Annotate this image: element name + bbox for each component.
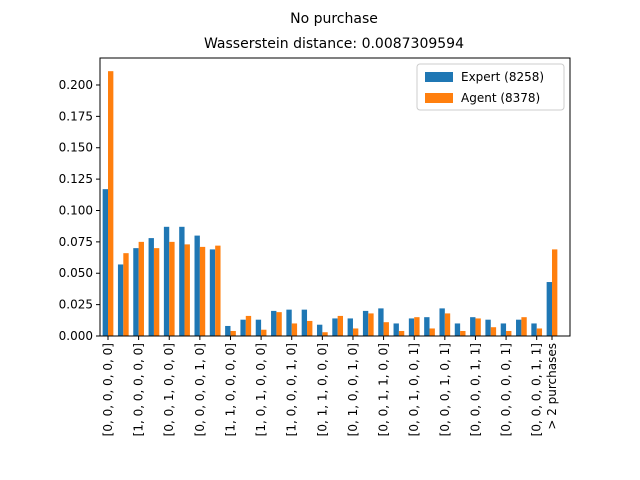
bar: [383, 322, 389, 336]
bar: [347, 318, 353, 336]
bar: [245, 315, 252, 336]
legend-swatch: [425, 72, 453, 82]
bar: [301, 309, 308, 336]
y-tick-label: 0.075: [59, 235, 93, 249]
bar: [398, 330, 405, 336]
y-tick-label: 0.050: [59, 266, 93, 280]
y-tick-label: 0.000: [59, 329, 93, 343]
bar: [209, 249, 216, 336]
bar: [153, 248, 160, 336]
bar: [316, 324, 323, 336]
bar: [475, 318, 481, 336]
bar: [521, 317, 527, 336]
bar: [123, 253, 129, 336]
x-tick-label: [0, 0, 0, 1, 0, 1]: [438, 343, 452, 436]
bar: [536, 328, 543, 336]
y-tick-label: 0.100: [59, 203, 93, 217]
bar: [500, 323, 507, 336]
bar: [199, 246, 206, 336]
bar: [286, 309, 292, 336]
bar: [368, 313, 374, 336]
bar: [184, 244, 190, 336]
y-tick-label: 0.175: [59, 109, 93, 123]
x-tick-label: [0, 0, 0, 0, 1, 0]: [193, 343, 207, 436]
bar: [408, 318, 415, 336]
x-tick-label: [0, 1, 1, 0, 0, 0]: [315, 343, 329, 436]
bar: [454, 323, 461, 336]
bar: [470, 317, 476, 336]
x-tick-label: [0, 0, 0, 0, 0, 1]: [499, 343, 513, 436]
x-tick-label: [0, 0, 1, 0, 0, 0]: [162, 343, 176, 436]
x-tick-label: [0, 0, 1, 1, 0, 0]: [377, 343, 391, 436]
bar: [117, 264, 124, 336]
x-tick-label: [0, 0, 1, 0, 0, 1]: [407, 343, 421, 436]
x-tick-label: [0, 0, 0, 0, 1, 1]: [468, 343, 482, 436]
bar: [378, 308, 384, 336]
legend-label: Expert (8258): [461, 70, 544, 84]
x-tick-label: [0, 0, 0, 0, 1, 1]: [530, 343, 544, 436]
bar: [179, 226, 185, 336]
bar: [439, 308, 445, 336]
bar: [102, 189, 108, 336]
bar: [506, 330, 512, 336]
bar: [337, 315, 344, 336]
legend: Expert (8258) Agent (8378): [416, 63, 565, 111]
x-tick-label: [0, 0, 0, 0, 0, 0]: [101, 343, 115, 436]
bar: [362, 310, 369, 336]
bar: [490, 327, 497, 336]
bar: [138, 241, 144, 336]
bar: [424, 317, 430, 336]
legend-label: Agent (8378): [461, 91, 540, 105]
bar: [163, 226, 170, 336]
chart-subtitle: Wasserstein distance: 0.0087309594: [204, 36, 464, 52]
y-tick-label: 0.025: [59, 298, 93, 312]
bar: [108, 71, 114, 336]
bar: [460, 330, 466, 336]
bar: [194, 235, 200, 336]
y-tick-label: 0.150: [59, 141, 93, 155]
legend-swatch: [425, 93, 453, 103]
bar: [516, 319, 522, 336]
bar: [414, 317, 420, 336]
y-tick-label: 0.200: [59, 78, 93, 92]
bar: [322, 332, 328, 336]
bar: [531, 323, 537, 336]
chart-title: No purchase: [290, 11, 378, 27]
bar: [429, 328, 435, 336]
bar: [225, 325, 231, 336]
x-tick-label: [0, 1, 0, 0, 1, 0]: [346, 343, 360, 436]
bar: [230, 330, 236, 336]
bar: [276, 312, 282, 336]
bar: [215, 245, 221, 336]
x-tick-label: [1, 1, 0, 0, 0, 0]: [223, 343, 237, 436]
bar: [485, 319, 491, 336]
x-tick-label: [1, 0, 0, 0, 1, 0]: [285, 343, 299, 436]
bar: [133, 248, 139, 336]
x-tick-label: [1, 0, 0, 0, 0, 0]: [132, 343, 146, 436]
x-tick-label: > 2 purchases: [545, 343, 559, 430]
bar: [291, 323, 298, 336]
legend-box: [416, 63, 565, 111]
y-tick-label: 0.125: [59, 172, 93, 186]
x-tick-label: [1, 0, 1, 0, 0, 0]: [254, 343, 268, 436]
bar: [546, 282, 552, 336]
axes-frame: [99, 57, 571, 337]
bar: [332, 318, 338, 336]
bar: [552, 249, 558, 336]
bar: [307, 320, 313, 336]
bar: [169, 241, 175, 336]
bar: [271, 310, 277, 336]
bar: [255, 319, 262, 336]
bar: [148, 238, 154, 336]
bar: [261, 329, 267, 336]
bar: [393, 323, 399, 336]
bar: [352, 328, 359, 336]
bar: [240, 319, 246, 336]
bar: [444, 313, 451, 336]
